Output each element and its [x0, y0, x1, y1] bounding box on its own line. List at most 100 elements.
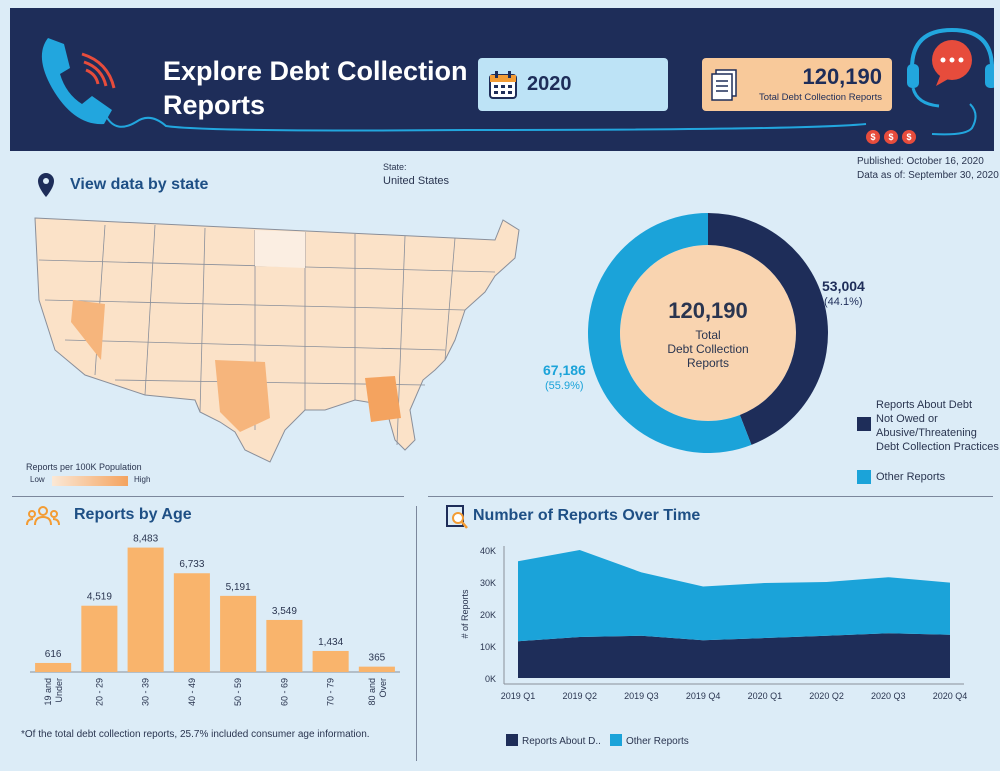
dollar-badges: $ $ $: [866, 130, 926, 146]
map-legend-low: Low: [30, 475, 45, 484]
age-bar-chart[interactable]: 616 19 andUnder 4,519 20 - 29 8,483 30 - 39 6,…: [20, 530, 410, 710]
time-xtick-label: 2020 Q3: [871, 691, 906, 701]
time-area-series-1[interactable]: [518, 550, 950, 642]
time-xtick-label: 2020 Q4: [933, 691, 968, 701]
us-choropleth-map[interactable]: [25, 200, 525, 470]
phone-icon: [41, 38, 867, 132]
donut-center-label-2: Debt Collection: [667, 342, 749, 356]
age-bar[interactable]: [266, 619, 303, 672]
age-bar[interactable]: [220, 595, 257, 672]
age-bar-value-label: 5,191: [226, 582, 251, 593]
donut-chart[interactable]: [530, 200, 950, 500]
age-bar-value-label: 6,733: [179, 559, 204, 570]
time-legend-swatch: [506, 734, 518, 746]
donut-legend-line: Debt Collection Practices: [876, 441, 999, 453]
time-xtick-label: 2020 Q1: [748, 691, 783, 701]
age-bar[interactable]: [127, 547, 164, 672]
time-ytick-label: 40K: [480, 546, 496, 556]
divider-left: [12, 496, 404, 497]
headset-chat-icon: [907, 27, 994, 136]
age-category-label: 19 andUnder: [43, 678, 64, 706]
time-xtick-label: 2020 Q2: [809, 691, 844, 701]
map-legend-high: High: [134, 475, 151, 484]
age-category-label: 40 - 49: [187, 678, 197, 706]
time-ytick-label: 20K: [480, 610, 496, 620]
state-dropdown[interactable]: United States: [383, 175, 450, 187]
total-reports-card: 120,190 Total Debt Collection Reports: [702, 58, 892, 111]
time-xtick-label: 2019 Q1: [501, 691, 536, 701]
time-legend-swatch: [610, 734, 622, 746]
dollar-badge-icon: $: [866, 130, 880, 144]
age-category-label: 70 - 79: [326, 678, 336, 706]
time-ytick-label: 30K: [480, 578, 496, 588]
age-category-label: 30 - 39: [141, 678, 151, 706]
map-legend-title: Reports per 100K Population: [26, 462, 142, 472]
total-reports-label: Total Debt Collection Reports: [758, 92, 882, 103]
age-category-label: 80 andOver: [367, 678, 388, 706]
calendar-icon: [489, 71, 517, 99]
age-bar-value-label: 3,549: [272, 606, 297, 617]
donut-center-value: 120,190: [668, 298, 748, 323]
age-bar[interactable]: [312, 650, 349, 672]
data-as-of: Data as of: September 30, 2020: [857, 170, 999, 181]
donut-legend-item-1[interactable]: Other Reports: [876, 471, 946, 483]
total-reports-value: 120,190: [802, 64, 882, 89]
age-bar[interactable]: [81, 605, 118, 672]
donut-segment-0[interactable]: [708, 213, 829, 445]
donut-center-label-3: Reports: [686, 356, 730, 370]
time-chart-title: Number of Reports Over Time: [473, 507, 701, 524]
year-value: 2020: [527, 73, 572, 95]
age-category-label: 20 - 29: [94, 678, 104, 706]
donut-center-label-1: Total: [695, 328, 721, 342]
divider-right: [428, 496, 993, 497]
divider-vertical: [416, 506, 417, 761]
donut-value-label-0: 53,004: [822, 278, 865, 294]
document-icon: [711, 69, 737, 101]
time-ytick-label: 0K: [485, 674, 496, 684]
age-bar[interactable]: [173, 573, 210, 672]
published-date: Published: October 16, 2020: [857, 156, 984, 167]
state-label: State:: [383, 162, 407, 172]
age-category-label: 60 - 69: [279, 678, 289, 706]
time-xtick-label: 2019 Q4: [686, 691, 721, 701]
map-title: View data by state: [70, 176, 209, 193]
donut-legend-line: Reports About Debt: [876, 399, 973, 411]
time-xtick-label: 2019 Q3: [624, 691, 659, 701]
age-bar-value-label: 8,483: [133, 534, 158, 545]
time-legend-label[interactable]: Reports About D..: [522, 736, 601, 747]
location-pin-icon: [38, 173, 54, 197]
age-bar[interactable]: [35, 662, 72, 672]
donut-legend-line: Abusive/Threatening: [876, 427, 977, 439]
time-area-series-0[interactable]: [518, 633, 950, 678]
year-selector[interactable]: 2020: [478, 58, 668, 111]
age-chart-title: Reports by Age: [74, 506, 192, 523]
map-legend-gradient: [52, 476, 128, 486]
header-decoration: [41, 27, 994, 136]
age-bar-value-label: 616: [45, 649, 62, 660]
dollar-badge-icon: $: [884, 130, 898, 144]
donut-segment-1[interactable]: [588, 213, 752, 453]
magnifier-document-icon: [446, 505, 468, 529]
time-ytick-label: 10K: [480, 642, 496, 652]
time-legend-label[interactable]: Other Reports: [626, 736, 689, 747]
donut-value-label-1: 67,186: [543, 362, 586, 378]
age-footnote: *Of the total debt collection reports, 2…: [21, 729, 370, 740]
donut-legend-item-0[interactable]: Reports About Debt Not Owed or Abusive/T…: [876, 398, 999, 454]
dollar-badge-icon: $: [902, 130, 916, 144]
donut-legend-line: Not Owed or: [876, 413, 938, 425]
donut-pct-label-0: (44.1%): [824, 296, 863, 308]
age-bar-value-label: 1,434: [318, 637, 343, 648]
time-area-chart[interactable]: 0K 10K 20K 30K 40K # of Reports 2019 Q1 2019 Q2…: [430, 530, 990, 760]
donut-center-fill: [620, 245, 796, 421]
donut-pct-label-1: (55.9%): [545, 380, 584, 392]
age-bar-value-label: 365: [369, 653, 386, 664]
donut-legend-swatch-0: [857, 417, 871, 431]
people-icon: [26, 506, 60, 526]
age-bar-value-label: 4,519: [87, 592, 112, 603]
header-banner: Explore Debt Collection Reports 2020 120: [10, 8, 994, 151]
age-bar[interactable]: [358, 666, 395, 672]
map-legend: Reports per 100K Population Low High: [26, 462, 156, 488]
donut-center: 120,190 Total Debt Collection Reports: [618, 298, 798, 370]
age-category-label: 50 - 59: [233, 678, 243, 706]
